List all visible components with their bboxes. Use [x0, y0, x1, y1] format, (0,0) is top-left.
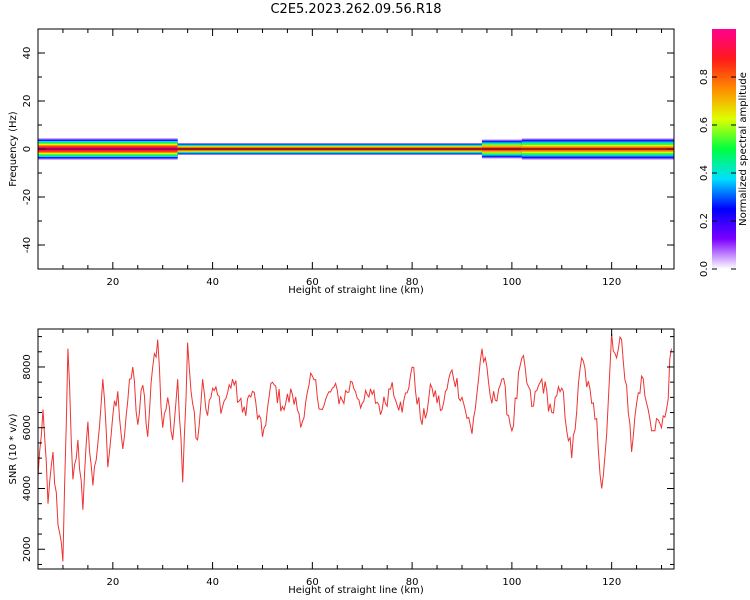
colorbar-fill [712, 29, 736, 269]
spectrogram-x-tick-label: 20 [106, 277, 119, 288]
spectrogram-y-tick-label: 40 [22, 47, 33, 60]
colorbar-tick-label: 0.0 [699, 261, 710, 277]
snr-x-tick-label: 40 [206, 577, 219, 588]
spectrogram-y-tick-label: 0 [22, 146, 33, 152]
colorbar-ticks: 0.0 0.2 0.4 0.6 0.8 [699, 69, 736, 277]
spectrogram-y-tick-label: -40 [22, 237, 33, 253]
colorbar-tick-label: 0.4 [699, 165, 710, 181]
spectrogram-panel: 20 40 60 80 100 120 -40 -20 0 20 40 Height of str… [8, 28, 675, 296]
spectrogram-y-tick-label: -20 [22, 189, 33, 205]
spectrogram-x-tick-label: 120 [602, 277, 621, 288]
snr-series-line [38, 333, 672, 562]
snr-y-ticks: 2000 4000 6000 8000 [22, 336, 674, 565]
colorbar-tick-label: 0.6 [699, 117, 710, 133]
snr-y-tick-label: 8000 [22, 354, 33, 379]
snr-x-tick-label: 20 [106, 577, 119, 588]
figure-title: C2E5.2023.262.09.56.R18 [270, 2, 442, 17]
snr-panel: 20 40 60 80 100 120 2000 4000 6000 8000 Height o… [8, 328, 675, 596]
spectrogram-x-tick-label: 80 [406, 277, 419, 288]
snr-x-tick-label: 120 [602, 577, 621, 588]
snr-frame [37, 328, 675, 570]
colorbar-tick-label: 0.8 [699, 69, 710, 85]
spectrogram-x-tick-label: 100 [502, 277, 521, 288]
snr-x-tick-label: 60 [306, 577, 319, 588]
spectrogram-x-label: Height of straight line (km) [288, 285, 424, 296]
snr-x-ticks: 20 40 60 80 100 120 [37, 329, 663, 588]
spectrogram-y-ticks: -40 -20 0 20 40 [22, 28, 674, 270]
snr-x-tick-label: 80 [406, 577, 419, 588]
colorbar-label: Normalized spectral amplitude [738, 72, 749, 226]
spectrogram-x-ticks: 20 40 60 80 100 120 [37, 29, 663, 288]
spectrogram-x-tick-label: 40 [206, 277, 219, 288]
snr-x-label: Height of straight line (km) [288, 585, 424, 596]
spectrogram-y-tick-label: 20 [22, 95, 33, 108]
snr-y-tick-label: 6000 [22, 415, 33, 440]
colorbar-tick-label: 0.2 [699, 213, 710, 229]
spectrogram-y-label: Frequency (Hz) [8, 111, 19, 187]
snr-y-tick-label: 4000 [22, 476, 33, 501]
snr-y-tick-label: 2000 [22, 537, 33, 562]
snr-y-label: SNR (10 * v/v) [8, 413, 19, 484]
colorbar: 0.0 0.2 0.4 0.6 0.8 Normalized spectral ampl… [699, 29, 749, 277]
snr-x-tick-label: 100 [502, 577, 521, 588]
spectrogram-x-tick-label: 60 [306, 277, 319, 288]
